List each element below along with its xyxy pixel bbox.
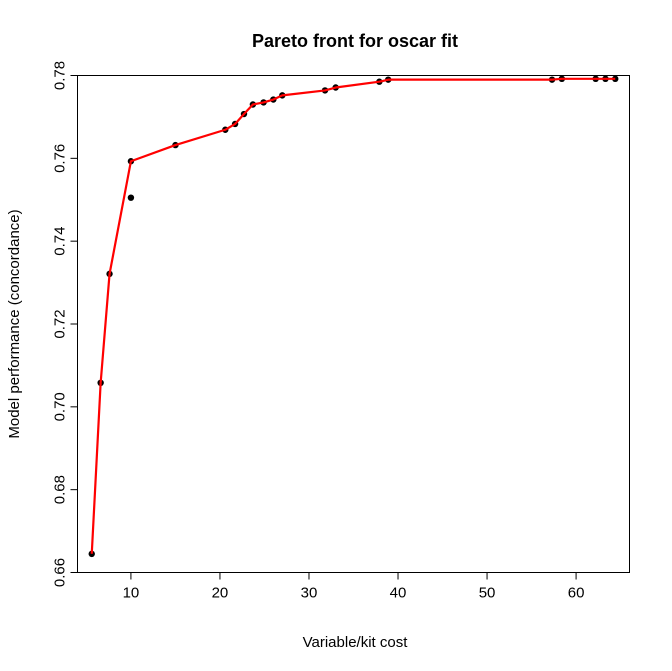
y-tick-label: 0.70 bbox=[52, 392, 69, 421]
x-tick-label: 20 bbox=[212, 585, 229, 602]
y-tick-label: 0.66 bbox=[52, 558, 69, 587]
x-tick-label: 30 bbox=[301, 585, 318, 602]
x-tick-label: 60 bbox=[568, 585, 585, 602]
x-axis-label: Variable/kit cost bbox=[303, 634, 409, 651]
y-axis-label: Model performance (concordance) bbox=[6, 209, 23, 438]
x-tick-label: 10 bbox=[123, 585, 140, 602]
chart-title: Pareto front for oscar fit bbox=[252, 31, 458, 51]
y-axis: 0.66 0.68 0.70 0.72 0.74 0.76 0.78 bbox=[52, 61, 78, 587]
series-line bbox=[90, 77, 616, 554]
y-tick-label: 0.78 bbox=[52, 61, 69, 90]
x-tick-label: 40 bbox=[390, 585, 407, 602]
x-tick-label: 50 bbox=[479, 585, 496, 602]
x-axis: 10 20 30 40 50 60 bbox=[123, 572, 585, 602]
data-point bbox=[612, 75, 619, 83]
data-point bbox=[127, 194, 135, 201]
data-point bbox=[88, 550, 95, 558]
pareto-front-line bbox=[90, 77, 616, 554]
y-tick-label: 0.68 bbox=[52, 475, 69, 504]
y-tick-label: 0.72 bbox=[52, 309, 69, 338]
y-tick-label: 0.76 bbox=[52, 144, 69, 173]
y-tick-label: 0.74 bbox=[52, 227, 69, 256]
